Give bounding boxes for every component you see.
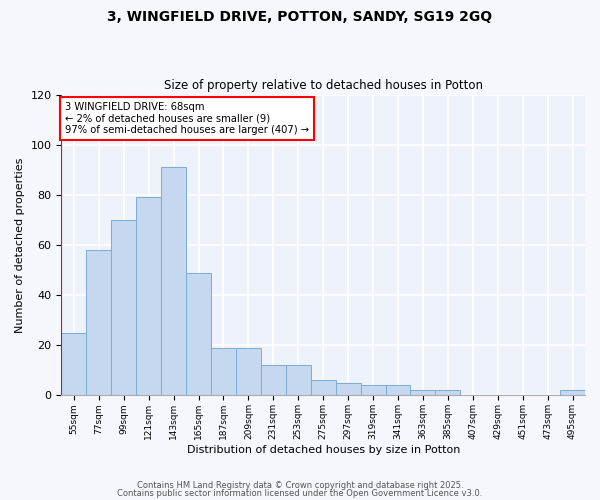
Bar: [335, 383, 361, 396]
Bar: [161, 168, 186, 396]
Bar: [186, 272, 211, 396]
Bar: [361, 386, 386, 396]
Bar: [261, 366, 286, 396]
Text: Contains public sector information licensed under the Open Government Licence v3: Contains public sector information licen…: [118, 488, 482, 498]
Bar: [61, 332, 86, 396]
Bar: [436, 390, 460, 396]
Bar: [136, 198, 161, 396]
Bar: [286, 366, 311, 396]
Text: 3, WINGFIELD DRIVE, POTTON, SANDY, SG19 2GQ: 3, WINGFIELD DRIVE, POTTON, SANDY, SG19 …: [107, 10, 493, 24]
Bar: [111, 220, 136, 396]
Bar: [560, 390, 585, 396]
Bar: [386, 386, 410, 396]
X-axis label: Distribution of detached houses by size in Potton: Distribution of detached houses by size …: [187, 445, 460, 455]
Text: 3 WINGFIELD DRIVE: 68sqm
← 2% of detached houses are smaller (9)
97% of semi-det: 3 WINGFIELD DRIVE: 68sqm ← 2% of detache…: [65, 102, 309, 136]
Bar: [86, 250, 111, 396]
Bar: [236, 348, 261, 396]
Y-axis label: Number of detached properties: Number of detached properties: [15, 158, 25, 332]
Bar: [211, 348, 236, 396]
Bar: [410, 390, 436, 396]
Text: Contains HM Land Registry data © Crown copyright and database right 2025.: Contains HM Land Registry data © Crown c…: [137, 481, 463, 490]
Title: Size of property relative to detached houses in Potton: Size of property relative to detached ho…: [164, 79, 483, 92]
Bar: [311, 380, 335, 396]
